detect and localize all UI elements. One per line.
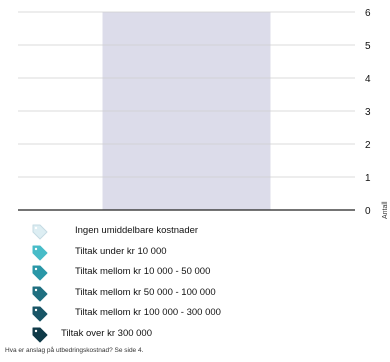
price-tag-icon	[32, 286, 48, 301]
y-tick-label: 3	[365, 107, 371, 118]
y-tick-label: 5	[365, 41, 371, 52]
price-tag-icon	[32, 327, 48, 342]
price-tag-icon	[32, 306, 48, 322]
legend-label: Tiltak over kr 300 000	[61, 327, 152, 339]
gridlines	[18, 11, 355, 211]
legend-label: Tiltak mellom kr 50 000 - 100 000	[75, 286, 216, 298]
y-tick-label: 6	[365, 8, 371, 19]
price-tag-icon	[32, 265, 48, 281]
price-tag-icon	[32, 224, 48, 240]
y-tick-label: 2	[365, 140, 371, 151]
y-tick-label: 1	[365, 173, 371, 184]
legend-label: Tiltak under kr 10 000	[75, 245, 167, 257]
y-axis-label: Antall	[382, 201, 389, 219]
price-tag-icon	[32, 245, 48, 260]
bar-chart: 0 1 2 3 4 5 6 Antall	[18, 8, 389, 219]
legend-label: Tiltak mellom kr 100 000 - 300 000	[75, 307, 221, 318]
y-tick-label: 0	[365, 206, 371, 217]
footnote: Hva er anslag på utbedringskostnad? Se s…	[5, 347, 144, 354]
y-tick-label: 4	[365, 74, 371, 85]
legend-label: Tiltak mellom kr 10 000 - 50 000	[75, 266, 211, 277]
y-tick-labels: 0 1 2 3 4 5 6	[365, 8, 371, 217]
legend-label: Ingen umiddelbare kostnader	[75, 225, 199, 236]
